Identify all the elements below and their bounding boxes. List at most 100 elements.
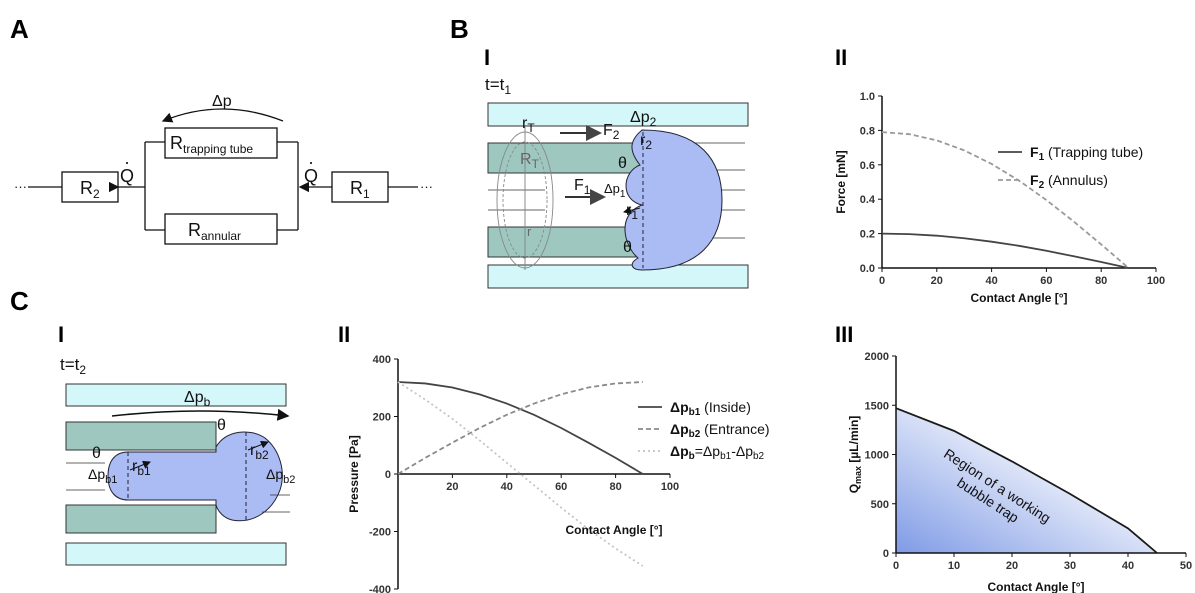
series-line-0 (881, 232, 1129, 269)
y-axis-label: Pressure [Pa] (347, 435, 361, 512)
x-tick-label: 80 (1095, 275, 1107, 287)
svg-text:θ: θ (623, 239, 632, 256)
svg-text:RT: RT (520, 151, 540, 171)
y-tick-label: 0.2 (860, 229, 875, 241)
force-chart: 0.0 0.2 0.4 0.6 0.8 1.0 0 20 40 60 80 100 Contact An… (834, 91, 1165, 305)
panel-label-c: C (10, 286, 29, 316)
y-tick-label: 0.8 (860, 125, 875, 137)
panel-label-c-i: I (58, 322, 64, 347)
flow-dot-left: · (124, 152, 130, 172)
legend-entry: Δpb2 (Entrance) (670, 421, 770, 440)
bubble-schematic-b: t=t1 (485, 75, 749, 289)
trap-label: Rtrapping tube (170, 133, 253, 156)
svg-text:t=t2: t=t2 (60, 355, 86, 377)
x-axis-label: Contact Angle [°] (987, 580, 1084, 593)
pressure-arrow (161, 108, 284, 123)
svg-text:Δp2: Δp2 (630, 109, 657, 129)
svg-text:rb2: rb2 (250, 442, 269, 462)
x-tick-label: 100 (661, 481, 679, 493)
panel-label-b: B (450, 14, 469, 44)
x-tick-label: 40 (501, 481, 513, 493)
svg-text:Δpb: Δpb (184, 389, 211, 409)
y-tick-label: 0 (883, 548, 889, 560)
circuit-diagram (28, 108, 418, 245)
x-tick-label: 0 (879, 275, 885, 287)
r1-label: R1 (350, 178, 370, 201)
flow-label-left: Q (120, 166, 134, 186)
panel-label-c-iii: III (835, 322, 853, 347)
svg-text:F2: F2 (603, 122, 620, 142)
flow-dot-right: · (308, 152, 314, 172)
y-tick-label: 1500 (865, 400, 889, 412)
y-tick-label: -400 (369, 584, 391, 593)
dots-right: ··· (420, 179, 433, 194)
series-line-1 (881, 131, 1130, 269)
y-tick-label: 0 (385, 469, 391, 481)
resistor-annular (164, 213, 278, 245)
svg-text:t=t1: t=t1 (485, 75, 511, 97)
x-tick-label: 60 (1040, 275, 1052, 287)
legend-entry: F2 (Annulus) (1030, 172, 1108, 191)
svg-text:rb1: rb1 (132, 458, 151, 478)
y-axis-label: Force [mN] (834, 150, 848, 213)
y-tick-label: 200 (373, 412, 391, 424)
x-tick-label: 10 (948, 560, 960, 572)
y-axis-label: Qmax [µL/min] (847, 416, 863, 494)
panel-label-c-ii: II (338, 322, 350, 347)
resistor-r1 (331, 171, 389, 203)
svg-text:θ: θ (618, 155, 627, 172)
svg-text:Δpb1: Δpb1 (88, 466, 117, 486)
y-tick-label: -200 (369, 527, 391, 539)
y-tick-label: 2000 (865, 351, 889, 363)
y-tick-label: 400 (373, 354, 391, 366)
y-tick-label: 0.6 (860, 160, 875, 172)
svg-text:r1: r1 (626, 202, 638, 222)
series-line-1 (397, 381, 643, 475)
x-tick-label: 20 (446, 481, 458, 493)
series-line-0 (895, 407, 1158, 554)
legend-entry: Δpb=Δpb1-Δpb2 (670, 443, 765, 462)
bubble-schematic-c: t=t2 (60, 355, 290, 566)
svg-text:F1: F1 (574, 177, 591, 197)
svg-text:Δpb2: Δpb2 (266, 466, 295, 486)
y-tick-label: 0.0 (860, 263, 875, 275)
pressure-chart: 400 200 0 -200 -400 20 40 60 80 100 Contact Angle … (347, 354, 770, 593)
working-region (896, 408, 1157, 553)
svg-text:r: r (527, 224, 532, 239)
series-line-0 (397, 381, 644, 475)
legend-entry: F1 (Trapping tube) (1030, 144, 1143, 163)
y-tick-label: 500 (871, 499, 889, 511)
x-axis-label: Contact Angle [°] (565, 523, 662, 537)
panel-label-b-ii: II (835, 45, 847, 70)
x-tick-label: 100 (1147, 275, 1165, 287)
x-axis-label: Contact Angle [°] (970, 291, 1067, 305)
y-tick-label: 1.0 (860, 91, 875, 103)
svg-text:rT: rT (522, 115, 535, 135)
x-tick-label: 20 (1006, 560, 1018, 572)
x-tick-label: 50 (1180, 560, 1192, 572)
r2-label: R2 (80, 178, 100, 201)
panel-label-b-i: I (484, 45, 490, 70)
x-tick-label: 0 (893, 560, 899, 572)
flowrate-chart: 0 500 1000 1500 2000 0 10 20 30 40 50 Contact Angle… (847, 351, 1192, 593)
svg-text:Δp1: Δp1 (604, 181, 626, 200)
annular-label: Rannular (188, 220, 241, 243)
legend-entry: Δpb1 (Inside) (670, 399, 751, 418)
panel-label-a: A (10, 14, 29, 44)
x-tick-label: 30 (1064, 560, 1076, 572)
resistor-trapping-tube (164, 127, 278, 159)
svg-text:r2: r2 (640, 132, 652, 152)
x-tick-label: 80 (609, 481, 621, 493)
y-tick-label: 0.4 (860, 194, 876, 206)
x-tick-label: 60 (555, 481, 567, 493)
pressure-label: Δp (212, 93, 232, 110)
x-tick-label: 40 (985, 275, 997, 287)
svg-text:θ: θ (92, 445, 101, 462)
x-tick-label: 20 (931, 275, 943, 287)
flow-label-right: Q (304, 166, 318, 186)
x-tick-label: 40 (1122, 560, 1134, 572)
y-tick-label: 1000 (865, 450, 889, 462)
dots-left: ··· (14, 179, 27, 194)
svg-text:θ: θ (217, 417, 226, 434)
